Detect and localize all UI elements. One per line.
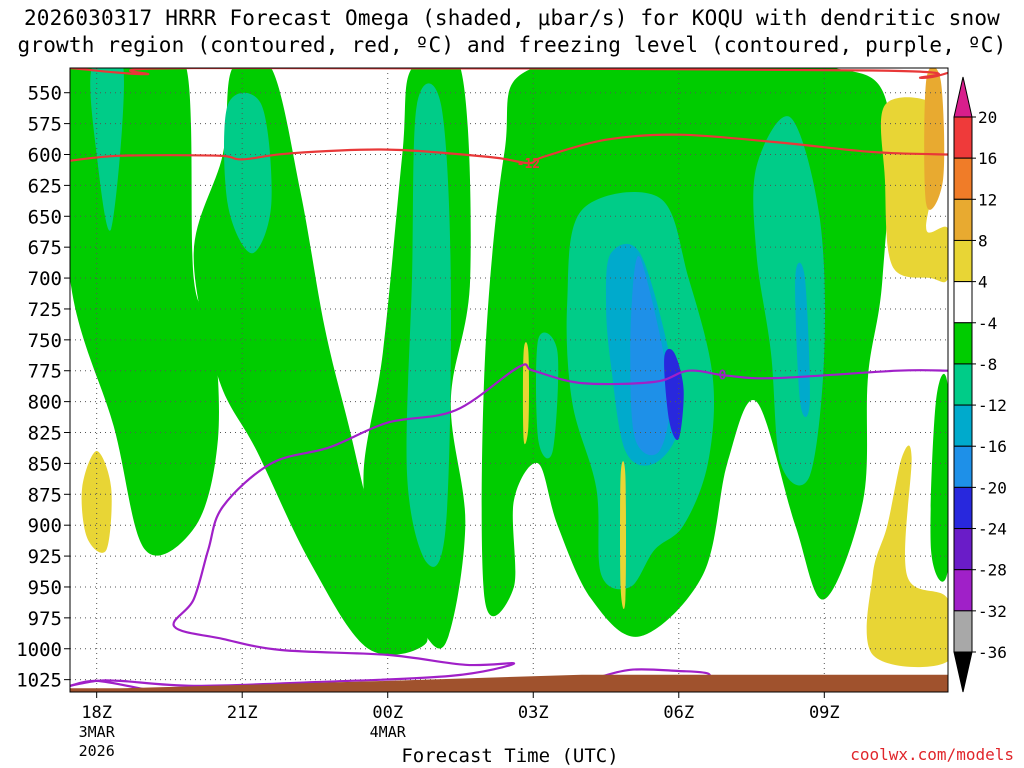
y-tick-label-1025: 1025 xyxy=(16,670,62,692)
contour-dendritic-minus12 xyxy=(70,133,948,165)
contour-freezing-level xyxy=(70,363,948,687)
grid xyxy=(70,68,948,692)
x-tick-label-0-0: 18Z xyxy=(81,703,112,723)
y-axis: 550 575 600 625 650 675 700 725 750 775 800 825 850 8… xyxy=(16,83,70,692)
colorbar-label-3: 8 xyxy=(978,231,988,250)
colorbar-swatch-0 xyxy=(953,116,973,159)
omega-region-13 xyxy=(630,255,670,456)
y-tick-label-900: 900 xyxy=(28,515,62,537)
colorbar-label-13: -36 xyxy=(978,643,1007,662)
colorbar: 20 16 12 8 4 -4 -8 -12 -16 -20 -24 -28 -32 -36 xyxy=(953,76,1007,693)
colorbar-label-0: 20 xyxy=(978,108,997,127)
omega-region-19 xyxy=(620,461,626,610)
colorbar-swatch-10 xyxy=(953,528,973,571)
y-tick-label-825: 825 xyxy=(28,423,62,445)
colorbar-label-12: -32 xyxy=(978,602,1007,621)
x-tick-label-12-0: 06Z xyxy=(663,703,694,723)
omega-region-7 xyxy=(406,83,451,567)
colorbar-swatch-8 xyxy=(953,445,973,488)
colorbar-swatch-5 xyxy=(953,322,973,365)
y-tick-label-850: 850 xyxy=(28,453,62,475)
y-tick-label-650: 650 xyxy=(28,206,62,228)
terrain xyxy=(70,674,948,692)
x-tick-label-3-0: 21Z xyxy=(227,703,258,723)
y-tick-label-625: 625 xyxy=(28,175,62,197)
colorbar-swatch-6 xyxy=(953,363,973,406)
colorbar-label-6: -8 xyxy=(978,355,997,374)
omega-region-16 xyxy=(924,68,945,210)
terrain-ground xyxy=(70,674,948,692)
omega-region-5 xyxy=(90,68,124,231)
colorbar-label-9: -20 xyxy=(978,478,1007,497)
omega-region-6 xyxy=(224,92,272,254)
colorbar-label-1: 16 xyxy=(978,149,997,168)
colorbar-label-2: 12 xyxy=(978,190,997,209)
y-tick-label-950: 950 xyxy=(28,577,62,599)
y-tick-label-925: 925 xyxy=(28,546,62,568)
x-tick-label-15-0: 09Z xyxy=(809,703,840,723)
colorbar-bottom-arrow xyxy=(953,651,973,693)
omega-region-4 xyxy=(930,374,948,582)
colorbar-swatch-1 xyxy=(953,157,973,200)
colorbar-swatch-4 xyxy=(953,281,973,324)
plot-frame xyxy=(69,67,949,693)
y-tick-label-750: 750 xyxy=(28,330,62,352)
y-tick-label-725: 725 xyxy=(28,299,62,321)
colorbar-top-arrow xyxy=(953,76,973,118)
contour-label-freezing-level: 0 xyxy=(719,368,727,383)
colorbar-label-10: -24 xyxy=(978,520,1007,539)
contour-freezing-level-lower xyxy=(70,679,146,691)
chart-title-line-1: 2026030317 HRRR Forecast Omega (shaded, … xyxy=(23,6,1001,30)
credit-link[interactable]: coolwx.com/models xyxy=(850,745,1014,764)
y-tick-label-575: 575 xyxy=(28,114,62,136)
colorbar-swatch-11 xyxy=(953,569,973,612)
y-tick-label-875: 875 xyxy=(28,484,62,506)
colorbar-label-4: 4 xyxy=(978,273,988,292)
omega-region-18 xyxy=(522,342,529,445)
colorbar-label-11: -28 xyxy=(978,561,1007,580)
y-tick-label-550: 550 xyxy=(28,83,62,105)
x-axis-label: Forecast Time (UTC) xyxy=(401,745,619,767)
colorbar-swatch-3 xyxy=(953,239,973,283)
x-tick-label-0-1: 3MAR xyxy=(79,723,116,741)
colorbar-swatch-9 xyxy=(953,486,973,530)
chart-title-line-2: growth region (contoured, red, ºC) and f… xyxy=(17,33,1007,57)
omega-region-17 xyxy=(81,451,112,553)
y-tick-label-700: 700 xyxy=(28,268,62,290)
y-tick-label-675: 675 xyxy=(28,237,62,259)
colorbar-label-5: -4 xyxy=(978,314,997,333)
x-tick-label-6-0: 00Z xyxy=(372,703,403,723)
omega-region-12 xyxy=(795,262,810,418)
colorbar-label-7: -12 xyxy=(978,396,1007,415)
colorbar-label-8: -16 xyxy=(978,437,1007,456)
omega-shading xyxy=(70,68,948,668)
y-tick-label-775: 775 xyxy=(28,361,62,383)
y-tick-label-800: 800 xyxy=(28,392,62,414)
x-tick-label-6-1: 4MAR xyxy=(370,723,407,741)
omega-region-9 xyxy=(535,332,559,459)
x-tick-label-0-2: 2026 xyxy=(79,742,115,760)
colorbar-swatch-12 xyxy=(953,610,973,653)
colorbar-swatch-2 xyxy=(953,198,973,241)
y-tick-label-1000: 1000 xyxy=(16,639,62,661)
colorbar-swatch-7 xyxy=(953,404,973,447)
contour-label-dendritic-minus12: -12 xyxy=(517,157,540,172)
y-tick-label-975: 975 xyxy=(28,608,62,630)
x-tick-label-9-0: 03Z xyxy=(518,703,549,723)
y-tick-label-600: 600 xyxy=(28,144,62,166)
omega-region-20 xyxy=(866,445,948,668)
omega-region-14 xyxy=(664,348,684,441)
